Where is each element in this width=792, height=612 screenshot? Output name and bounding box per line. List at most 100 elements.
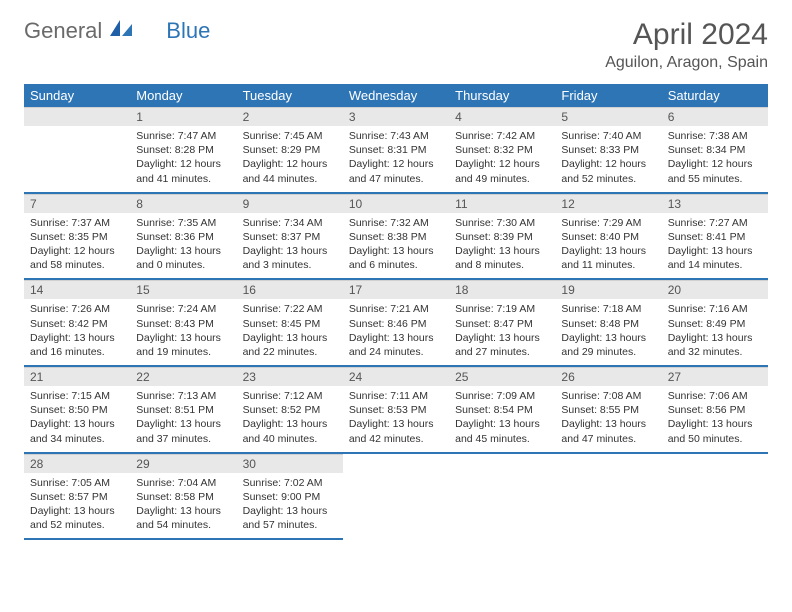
day-details: Sunrise: 7:16 AMSunset: 8:49 PMDaylight:… (662, 299, 768, 365)
logo-text-blue: Blue (166, 18, 210, 44)
sunset-text: Sunset: 8:43 PM (136, 317, 230, 331)
sunrise-text: Sunrise: 7:02 AM (243, 476, 337, 490)
daylight-text: Daylight: 12 hours and 41 minutes. (136, 157, 230, 185)
sunset-text: Sunset: 8:28 PM (136, 143, 230, 157)
calendar-day-cell: 12Sunrise: 7:29 AMSunset: 8:40 PMDayligh… (555, 193, 661, 280)
sunset-text: Sunset: 8:37 PM (243, 230, 337, 244)
daylight-text: Daylight: 13 hours and 19 minutes. (136, 331, 230, 359)
sunrise-text: Sunrise: 7:29 AM (561, 216, 655, 230)
sunset-text: Sunset: 8:41 PM (668, 230, 762, 244)
daylight-text: Daylight: 13 hours and 45 minutes. (455, 417, 549, 445)
weekday-header: Monday (130, 84, 236, 107)
calendar-empty-cell (555, 453, 661, 540)
calendar-week-row: 1Sunrise: 7:47 AMSunset: 8:28 PMDaylight… (24, 107, 768, 193)
day-number: 13 (662, 194, 768, 213)
calendar-week-row: 28Sunrise: 7:05 AMSunset: 8:57 PMDayligh… (24, 453, 768, 540)
sunrise-text: Sunrise: 7:18 AM (561, 302, 655, 316)
calendar-day-cell: 14Sunrise: 7:26 AMSunset: 8:42 PMDayligh… (24, 279, 130, 366)
sunset-text: Sunset: 8:55 PM (561, 403, 655, 417)
calendar-day-cell: 16Sunrise: 7:22 AMSunset: 8:45 PMDayligh… (237, 279, 343, 366)
day-details: Sunrise: 7:09 AMSunset: 8:54 PMDaylight:… (449, 386, 555, 452)
calendar-day-cell: 7Sunrise: 7:37 AMSunset: 8:35 PMDaylight… (24, 193, 130, 280)
empty-day-bar (24, 107, 130, 126)
daylight-text: Daylight: 13 hours and 6 minutes. (349, 244, 443, 272)
day-details: Sunrise: 7:32 AMSunset: 8:38 PMDaylight:… (343, 213, 449, 279)
sunset-text: Sunset: 8:42 PM (30, 317, 124, 331)
day-details: Sunrise: 7:38 AMSunset: 8:34 PMDaylight:… (662, 126, 768, 192)
day-number: 9 (237, 194, 343, 213)
daylight-text: Daylight: 13 hours and 0 minutes. (136, 244, 230, 272)
sunset-text: Sunset: 8:51 PM (136, 403, 230, 417)
sunrise-text: Sunrise: 7:05 AM (30, 476, 124, 490)
sunset-text: Sunset: 8:50 PM (30, 403, 124, 417)
calendar-day-cell: 23Sunrise: 7:12 AMSunset: 8:52 PMDayligh… (237, 366, 343, 453)
sunset-text: Sunset: 8:47 PM (455, 317, 549, 331)
calendar-day-cell: 28Sunrise: 7:05 AMSunset: 8:57 PMDayligh… (24, 453, 130, 540)
calendar-day-cell: 6Sunrise: 7:38 AMSunset: 8:34 PMDaylight… (662, 107, 768, 193)
calendar-day-cell: 27Sunrise: 7:06 AMSunset: 8:56 PMDayligh… (662, 366, 768, 453)
day-details: Sunrise: 7:27 AMSunset: 8:41 PMDaylight:… (662, 213, 768, 279)
sunrise-text: Sunrise: 7:13 AM (136, 389, 230, 403)
daylight-text: Daylight: 13 hours and 16 minutes. (30, 331, 124, 359)
calendar-day-cell: 11Sunrise: 7:30 AMSunset: 8:39 PMDayligh… (449, 193, 555, 280)
sunset-text: Sunset: 8:57 PM (30, 490, 124, 504)
day-details: Sunrise: 7:02 AMSunset: 9:00 PMDaylight:… (237, 473, 343, 539)
calendar-day-cell: 5Sunrise: 7:40 AMSunset: 8:33 PMDaylight… (555, 107, 661, 193)
location-text: Aguilon, Aragon, Spain (605, 54, 768, 72)
sunrise-text: Sunrise: 7:15 AM (30, 389, 124, 403)
day-number: 24 (343, 367, 449, 386)
day-number: 12 (555, 194, 661, 213)
day-number: 20 (662, 280, 768, 299)
daylight-text: Daylight: 13 hours and 37 minutes. (136, 417, 230, 445)
day-details: Sunrise: 7:24 AMSunset: 8:43 PMDaylight:… (130, 299, 236, 365)
sunset-text: Sunset: 8:38 PM (349, 230, 443, 244)
day-number: 26 (555, 367, 661, 386)
day-number: 2 (237, 107, 343, 126)
day-number: 3 (343, 107, 449, 126)
weekday-header: Tuesday (237, 84, 343, 107)
day-details: Sunrise: 7:40 AMSunset: 8:33 PMDaylight:… (555, 126, 661, 192)
day-details: Sunrise: 7:11 AMSunset: 8:53 PMDaylight:… (343, 386, 449, 452)
day-details: Sunrise: 7:21 AMSunset: 8:46 PMDaylight:… (343, 299, 449, 365)
daylight-text: Daylight: 13 hours and 22 minutes. (243, 331, 337, 359)
day-details: Sunrise: 7:34 AMSunset: 8:37 PMDaylight:… (237, 213, 343, 279)
calendar-table: SundayMondayTuesdayWednesdayThursdayFrid… (24, 84, 768, 540)
day-number: 4 (449, 107, 555, 126)
sunrise-text: Sunrise: 7:45 AM (243, 129, 337, 143)
daylight-text: Daylight: 13 hours and 50 minutes. (668, 417, 762, 445)
day-number: 8 (130, 194, 236, 213)
calendar-day-cell: 22Sunrise: 7:13 AMSunset: 8:51 PMDayligh… (130, 366, 236, 453)
sunrise-text: Sunrise: 7:43 AM (349, 129, 443, 143)
sunrise-text: Sunrise: 7:32 AM (349, 216, 443, 230)
sunset-text: Sunset: 8:29 PM (243, 143, 337, 157)
sunset-text: Sunset: 8:46 PM (349, 317, 443, 331)
sunrise-text: Sunrise: 7:24 AM (136, 302, 230, 316)
sunrise-text: Sunrise: 7:30 AM (455, 216, 549, 230)
day-number: 14 (24, 280, 130, 299)
calendar-week-row: 7Sunrise: 7:37 AMSunset: 8:35 PMDaylight… (24, 193, 768, 280)
sunrise-text: Sunrise: 7:37 AM (30, 216, 124, 230)
calendar-day-cell: 18Sunrise: 7:19 AMSunset: 8:47 PMDayligh… (449, 279, 555, 366)
day-details: Sunrise: 7:12 AMSunset: 8:52 PMDaylight:… (237, 386, 343, 452)
daylight-text: Daylight: 12 hours and 47 minutes. (349, 157, 443, 185)
day-number: 18 (449, 280, 555, 299)
sunset-text: Sunset: 8:58 PM (136, 490, 230, 504)
daylight-text: Daylight: 13 hours and 54 minutes. (136, 504, 230, 532)
sunset-text: Sunset: 8:52 PM (243, 403, 337, 417)
day-number: 7 (24, 194, 130, 213)
day-details: Sunrise: 7:05 AMSunset: 8:57 PMDaylight:… (24, 473, 130, 539)
calendar-day-cell: 17Sunrise: 7:21 AMSunset: 8:46 PMDayligh… (343, 279, 449, 366)
day-details: Sunrise: 7:35 AMSunset: 8:36 PMDaylight:… (130, 213, 236, 279)
day-details: Sunrise: 7:22 AMSunset: 8:45 PMDaylight:… (237, 299, 343, 365)
sunset-text: Sunset: 8:48 PM (561, 317, 655, 331)
sunset-text: Sunset: 8:54 PM (455, 403, 549, 417)
daylight-text: Daylight: 13 hours and 27 minutes. (455, 331, 549, 359)
calendar-day-cell: 26Sunrise: 7:08 AMSunset: 8:55 PMDayligh… (555, 366, 661, 453)
sunset-text: Sunset: 8:53 PM (349, 403, 443, 417)
daylight-text: Daylight: 13 hours and 32 minutes. (668, 331, 762, 359)
daylight-text: Daylight: 12 hours and 52 minutes. (561, 157, 655, 185)
sunrise-text: Sunrise: 7:11 AM (349, 389, 443, 403)
daylight-text: Daylight: 12 hours and 55 minutes. (668, 157, 762, 185)
sunrise-text: Sunrise: 7:42 AM (455, 129, 549, 143)
day-number: 1 (130, 107, 236, 126)
